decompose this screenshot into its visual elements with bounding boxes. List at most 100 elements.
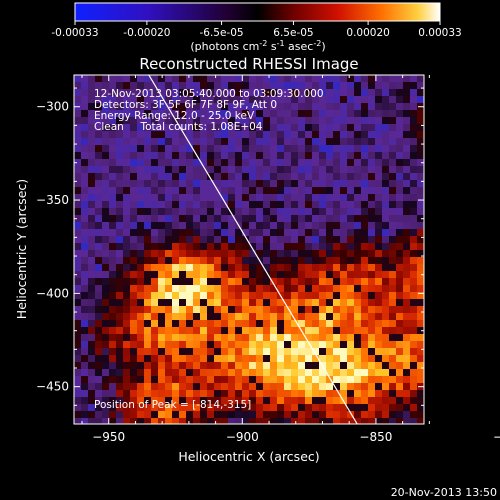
heatmap-cell	[326, 201, 334, 209]
heatmap-cell	[74, 138, 82, 146]
heatmap-cell	[298, 131, 306, 139]
heatmap-cell	[235, 334, 243, 342]
heatmap-cell	[242, 313, 250, 321]
heatmap-cell	[410, 222, 418, 230]
heatmap-cell	[81, 243, 89, 251]
heatmap-cell	[179, 397, 187, 405]
heatmap-cell	[165, 411, 173, 419]
heatmap-cell	[326, 82, 334, 90]
heatmap-cell	[186, 334, 194, 342]
heatmap-cell	[165, 418, 173, 424]
heatmap-cell	[130, 173, 138, 181]
heatmap-cell	[228, 187, 236, 195]
heatmap-cell	[102, 376, 110, 384]
heatmap-cell	[249, 348, 257, 356]
heatmap-cell	[123, 306, 131, 314]
heatmap-cell	[200, 397, 208, 405]
heatmap-cell	[298, 159, 306, 167]
heatmap-cell	[116, 362, 124, 370]
heatmap-cell	[200, 369, 208, 377]
heatmap-cell	[396, 257, 404, 265]
heatmap-cell	[81, 404, 89, 412]
heatmap-cell	[375, 82, 383, 90]
heatmap-cell	[235, 299, 243, 307]
heatmap-cell	[326, 243, 334, 251]
heatmap-cell	[228, 418, 236, 424]
heatmap-cell	[95, 173, 103, 181]
heatmap-cell	[284, 75, 292, 83]
heatmap-cell	[277, 411, 285, 419]
heatmap-cell	[382, 96, 390, 104]
heatmap-cell	[270, 173, 278, 181]
heatmap-cell	[396, 201, 404, 209]
heatmap-cell	[214, 229, 222, 237]
heatmap-cell	[347, 383, 355, 391]
heatmap-cell	[74, 173, 82, 181]
heatmap-cell	[333, 82, 341, 90]
heatmap-cell	[263, 103, 271, 111]
heatmap-cell	[326, 89, 334, 97]
heatmap-cell	[298, 201, 306, 209]
heatmap-cell	[207, 103, 215, 111]
heatmap-cell	[417, 222, 424, 230]
heatmap-cell	[340, 166, 348, 174]
heatmap-cell	[382, 278, 390, 286]
heatmap-cell	[242, 376, 250, 384]
heatmap-cell	[228, 131, 236, 139]
heatmap-cell	[382, 383, 390, 391]
heatmap-cell	[221, 215, 229, 223]
heatmap-cell	[312, 341, 320, 349]
heatmap-cell	[186, 201, 194, 209]
heatmap-cell	[277, 369, 285, 377]
heatmap-cell	[242, 250, 250, 258]
heatmap-cell	[396, 194, 404, 202]
heatmap-cell	[298, 362, 306, 370]
heatmap-cell	[109, 278, 117, 286]
heatmap-cell	[256, 411, 264, 419]
heatmap-cell	[410, 306, 418, 314]
heatmap-cell	[242, 243, 250, 251]
heatmap-cell	[179, 292, 187, 300]
heatmap-cell	[354, 82, 362, 90]
heatmap-cell	[221, 334, 229, 342]
heatmap-cell	[249, 145, 257, 153]
heatmap-cell	[263, 222, 271, 230]
heatmap-cell	[116, 306, 124, 314]
heatmap-cell	[137, 124, 145, 132]
heatmap-cell	[382, 110, 390, 118]
heatmap-cell	[235, 383, 243, 391]
heatmap-cell	[368, 418, 376, 424]
heatmap-cell	[319, 103, 327, 111]
heatmap-cell	[137, 166, 145, 174]
heatmap-cell	[207, 124, 215, 132]
heatmap-cell	[270, 285, 278, 293]
heatmap-cell	[319, 243, 327, 251]
heatmap-cell	[116, 173, 124, 181]
heatmap-cell	[235, 82, 243, 90]
heatmap-cell	[270, 124, 278, 132]
heatmap-cell	[81, 89, 89, 97]
heatmap-cell	[109, 313, 117, 321]
heatmap-cell	[186, 411, 194, 419]
heatmap-cell	[403, 376, 411, 384]
heatmap-cell	[116, 292, 124, 300]
heatmap-cell	[291, 285, 299, 293]
heatmap-cell	[207, 222, 215, 230]
heatmap-cell	[88, 292, 96, 300]
heatmap-cell	[102, 75, 110, 83]
heatmap-cell	[109, 152, 117, 160]
heatmap-cell	[186, 173, 194, 181]
heatmap-cell	[256, 362, 264, 370]
heatmap-cell	[284, 292, 292, 300]
heatmap-cell	[375, 404, 383, 412]
heatmap-cell	[102, 152, 110, 160]
heatmap-cell	[221, 166, 229, 174]
heatmap-cell	[235, 166, 243, 174]
heatmap-cell	[256, 285, 264, 293]
heatmap-cell	[144, 131, 152, 139]
heatmap-cell	[354, 257, 362, 265]
heatmap-cell	[354, 271, 362, 279]
heatmap-cell	[179, 243, 187, 251]
heatmap-cell	[368, 194, 376, 202]
heatmap-cell	[417, 313, 424, 321]
